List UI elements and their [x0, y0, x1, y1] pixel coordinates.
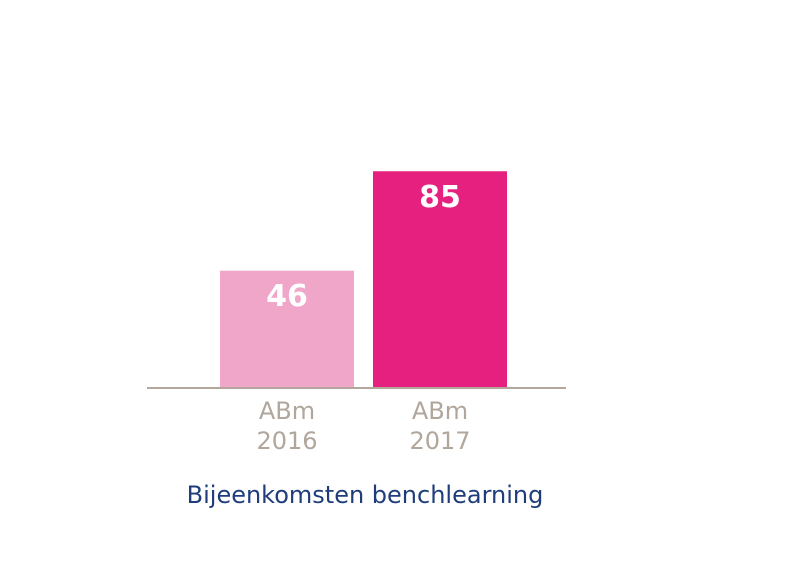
x-tick-label: ABm 2017 [409, 397, 470, 455]
chart-title: Bijeenkomsten benchlearning [187, 481, 544, 509]
x-tick-label: ABm 2016 [256, 397, 317, 455]
bar [373, 171, 507, 388]
value-label: 85 [419, 180, 461, 215]
bar [220, 270, 354, 388]
value-label: 46 [266, 279, 308, 314]
